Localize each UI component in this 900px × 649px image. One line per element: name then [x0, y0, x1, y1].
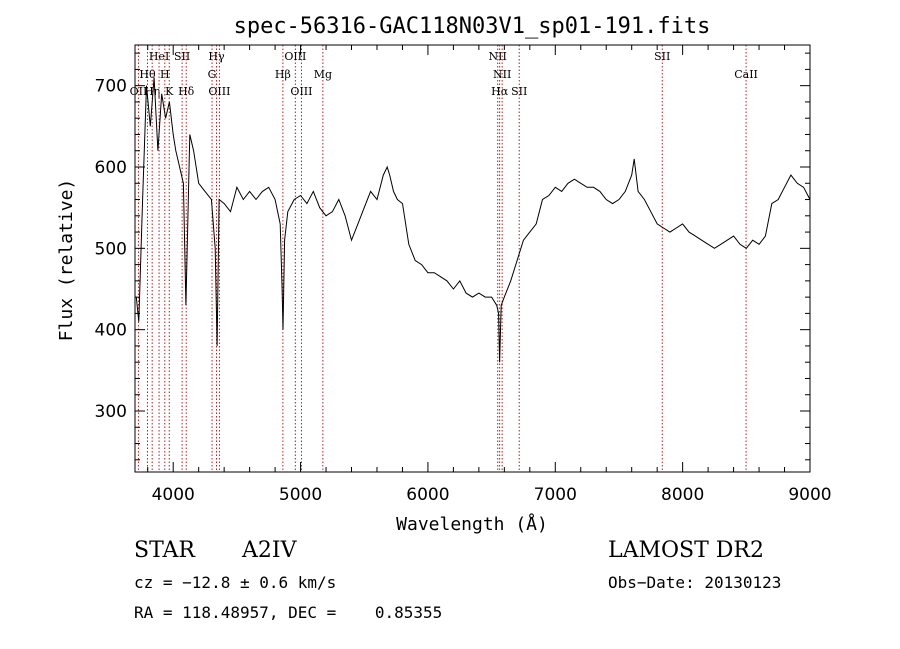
y-axis-label: Flux (relative) [56, 179, 77, 342]
line-label-12: OIII [284, 50, 306, 63]
line-label-5: K [165, 85, 174, 98]
line-label-0: OII [130, 85, 148, 98]
line-label-20: CaII [734, 68, 758, 81]
axes: 4000 5000 6000 7000 8000 9000 300 400 500 600 700 [95, 45, 832, 505]
y-tick-label-2: 500 [95, 239, 127, 259]
x-tick-label-5: 9000 [788, 485, 831, 505]
line-label-19: SII [654, 50, 670, 63]
line-label-9: G [208, 68, 217, 81]
y-tick-label-1: 400 [95, 321, 127, 341]
x-axis-label: Wavelength (Å) [396, 513, 548, 535]
x-tick-label-4: 8000 [661, 485, 704, 505]
object-type: STAR [134, 538, 195, 563]
line-label-11: Hβ [275, 68, 291, 81]
y-tick-label-0: 300 [95, 402, 127, 422]
emission-line-markers: OIIHθHηHeIHKSIIHδHγGOIIIHβOIIIOIIIMgNIIN… [130, 45, 758, 472]
line-label-1: Hθ [139, 68, 156, 81]
line-label-2: Hη [144, 85, 160, 98]
spectrum-line [135, 77, 811, 363]
line-label-3: HeI [149, 50, 169, 63]
x-tick-label-1: 5000 [279, 485, 322, 505]
line-label-17: Hα [491, 85, 509, 98]
line-label-10: OIII [208, 85, 230, 98]
line-label-14: Mg [314, 68, 332, 81]
x-tick-label-0: 4000 [152, 485, 195, 505]
line-label-4: H [160, 68, 170, 81]
line-label-7: Hδ [178, 85, 195, 98]
line-label-8: Hγ [208, 50, 225, 63]
spectral-subclass: A2IV [242, 538, 297, 563]
line-label-15: NII [489, 50, 507, 63]
ra-dec-coordinates: RA = 118.48957, DEC = 0.85355 [134, 603, 443, 622]
y-tick-label-4: 700 [95, 77, 127, 97]
line-label-6: SII [174, 50, 190, 63]
plot-frame [134, 44, 811, 473]
observation-date: Obs−Date: 20130123 [608, 573, 782, 592]
x-tick-label-2: 6000 [406, 485, 449, 505]
chart-title: spec-56316-GAC118N03V1_sp01-191.fits [234, 14, 711, 39]
line-label-13: OIII [290, 85, 312, 98]
x-tick-label-3: 7000 [534, 485, 577, 505]
line-label-18: SII [511, 85, 527, 98]
redshift-velocity: cz = −12.8 ± 0.6 km/s [134, 573, 337, 592]
line-label-16: NII [493, 68, 511, 81]
y-tick-label-3: 600 [95, 158, 127, 178]
survey-name: LAMOST DR2 [608, 538, 764, 563]
